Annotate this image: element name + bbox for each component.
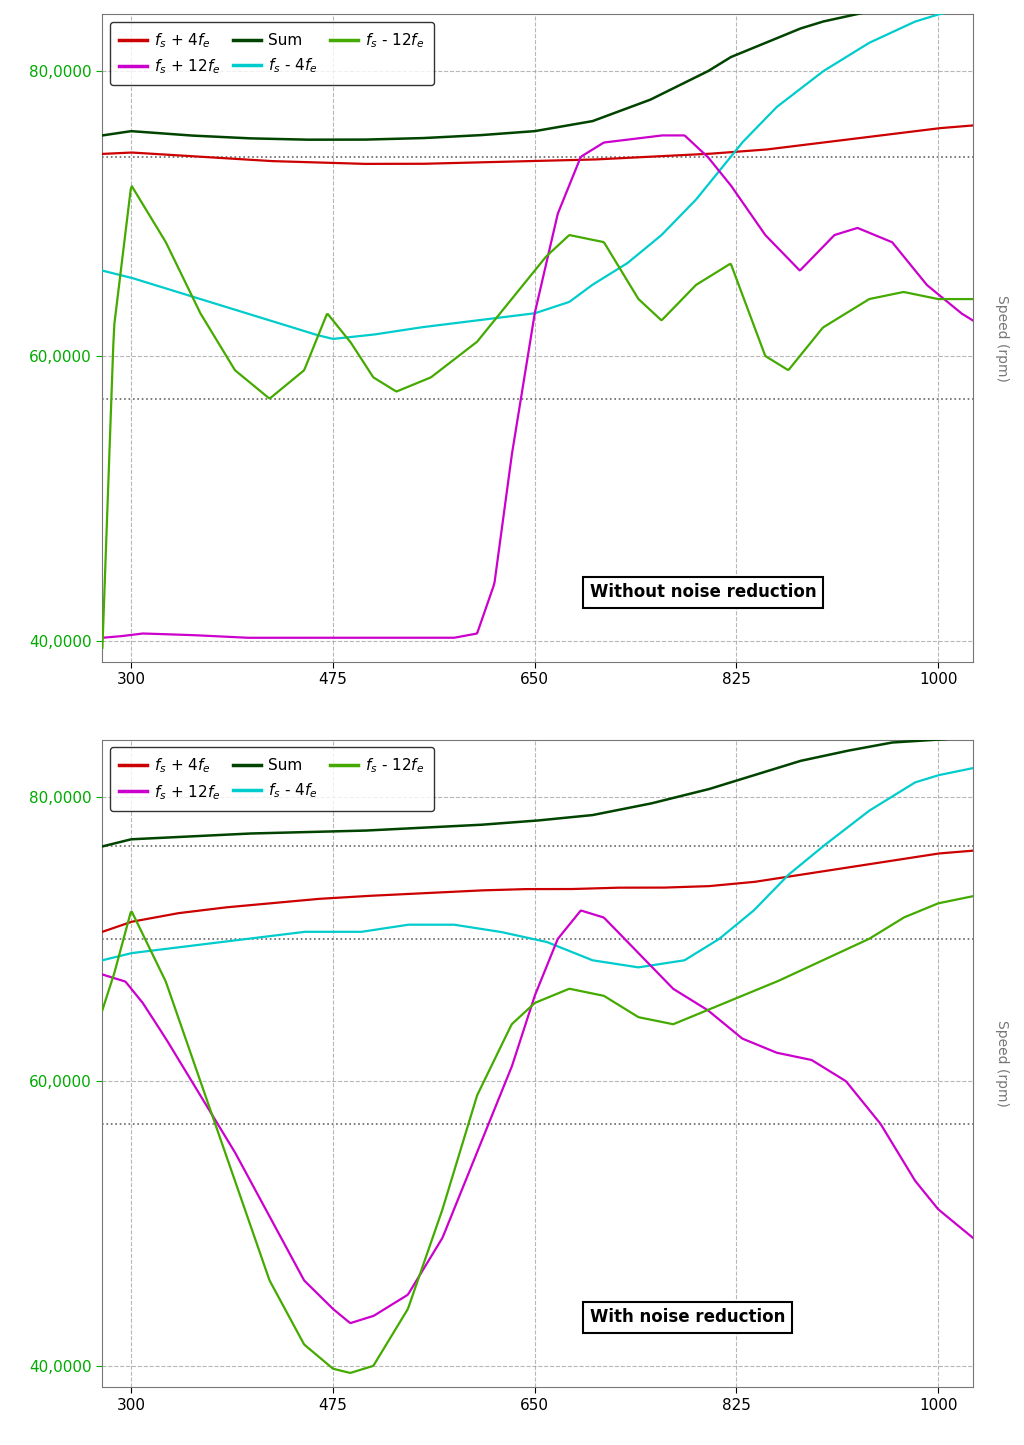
Text: Speed (rpm): Speed (rpm) xyxy=(994,295,1009,381)
Text: Without noise reduction: Without noise reduction xyxy=(590,584,816,601)
Legend: $f_s$ + 4$f_e$, $f_s$ + 12$f_e$, Sum, $f_s$ - 4$f_e$, $f_s$ - 12$f_e$: $f_s$ + 4$f_e$, $f_s$ + 12$f_e$, Sum, $f… xyxy=(110,22,434,85)
Text: Speed (rpm): Speed (rpm) xyxy=(994,1020,1009,1107)
Text: With noise reduction: With noise reduction xyxy=(590,1309,785,1327)
Legend: $f_s$ + 4$f_e$, $f_s$ + 12$f_e$, Sum, $f_s$ - 4$f_e$, $f_s$ - 12$f_e$: $f_s$ + 4$f_e$, $f_s$ + 12$f_e$, Sum, $f… xyxy=(110,747,434,811)
